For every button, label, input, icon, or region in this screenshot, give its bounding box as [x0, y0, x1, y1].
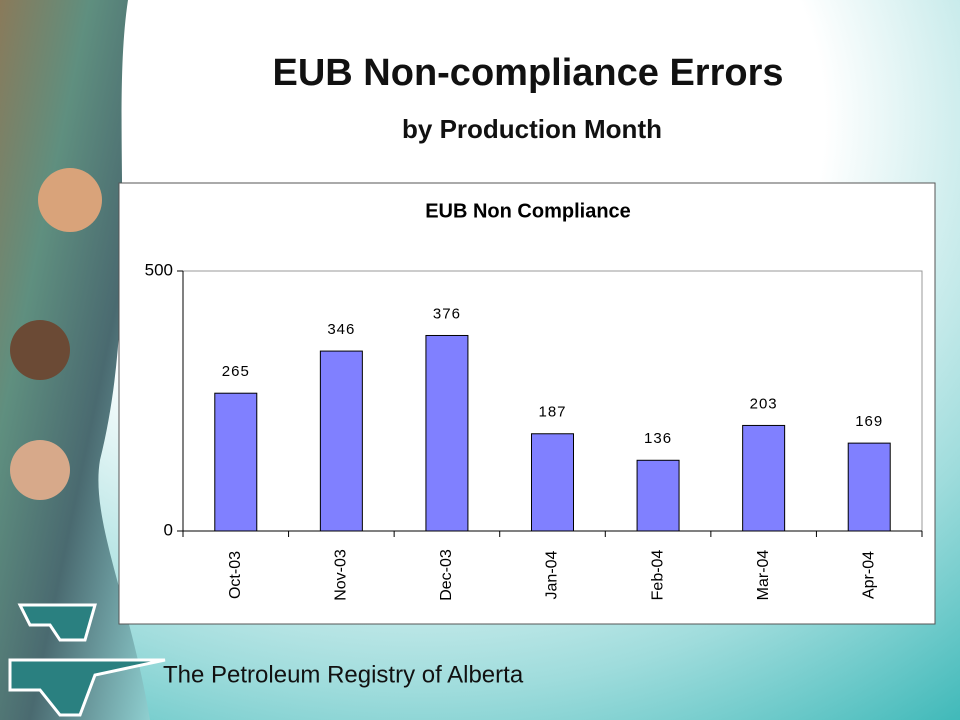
photo-strip — [0, 0, 150, 720]
bar — [847, 442, 891, 532]
value-label: 169 — [855, 413, 883, 430]
bar — [531, 433, 574, 532]
photo-face — [10, 440, 70, 500]
bar — [319, 350, 363, 532]
chart-title: EUB Non Compliance — [425, 200, 631, 222]
photo-face — [10, 320, 70, 380]
value-label: 203 — [750, 395, 778, 412]
value-label: 346 — [327, 321, 355, 338]
bar — [214, 392, 258, 532]
y-tick-label: 0 — [164, 520, 173, 539]
bar — [742, 424, 786, 532]
slide-subtitle: by Production Month — [402, 114, 662, 144]
x-tick-label: Oct-03 — [227, 551, 244, 599]
bar — [425, 334, 469, 532]
value-label: 265 — [222, 363, 250, 380]
bar — [636, 459, 680, 532]
x-tick-label: Feb-04 — [649, 550, 666, 601]
x-tick-label: Jan-04 — [544, 550, 561, 599]
logo — [8, 603, 166, 717]
x-tick-label: Nov-03 — [333, 549, 350, 601]
value-label: 376 — [433, 305, 461, 322]
x-tick-label: Mar-04 — [755, 550, 772, 601]
slide-title: EUB Non-compliance Errors — [273, 52, 784, 94]
photo-face — [38, 168, 102, 232]
value-label: 136 — [644, 430, 672, 447]
x-tick-label: Apr-04 — [860, 551, 877, 599]
x-tick-label: Dec-03 — [438, 549, 455, 601]
y-tick-label: 500 — [145, 260, 173, 279]
value-label: 187 — [538, 404, 566, 421]
footer: The Petroleum Registry of Alberta — [163, 661, 524, 688]
